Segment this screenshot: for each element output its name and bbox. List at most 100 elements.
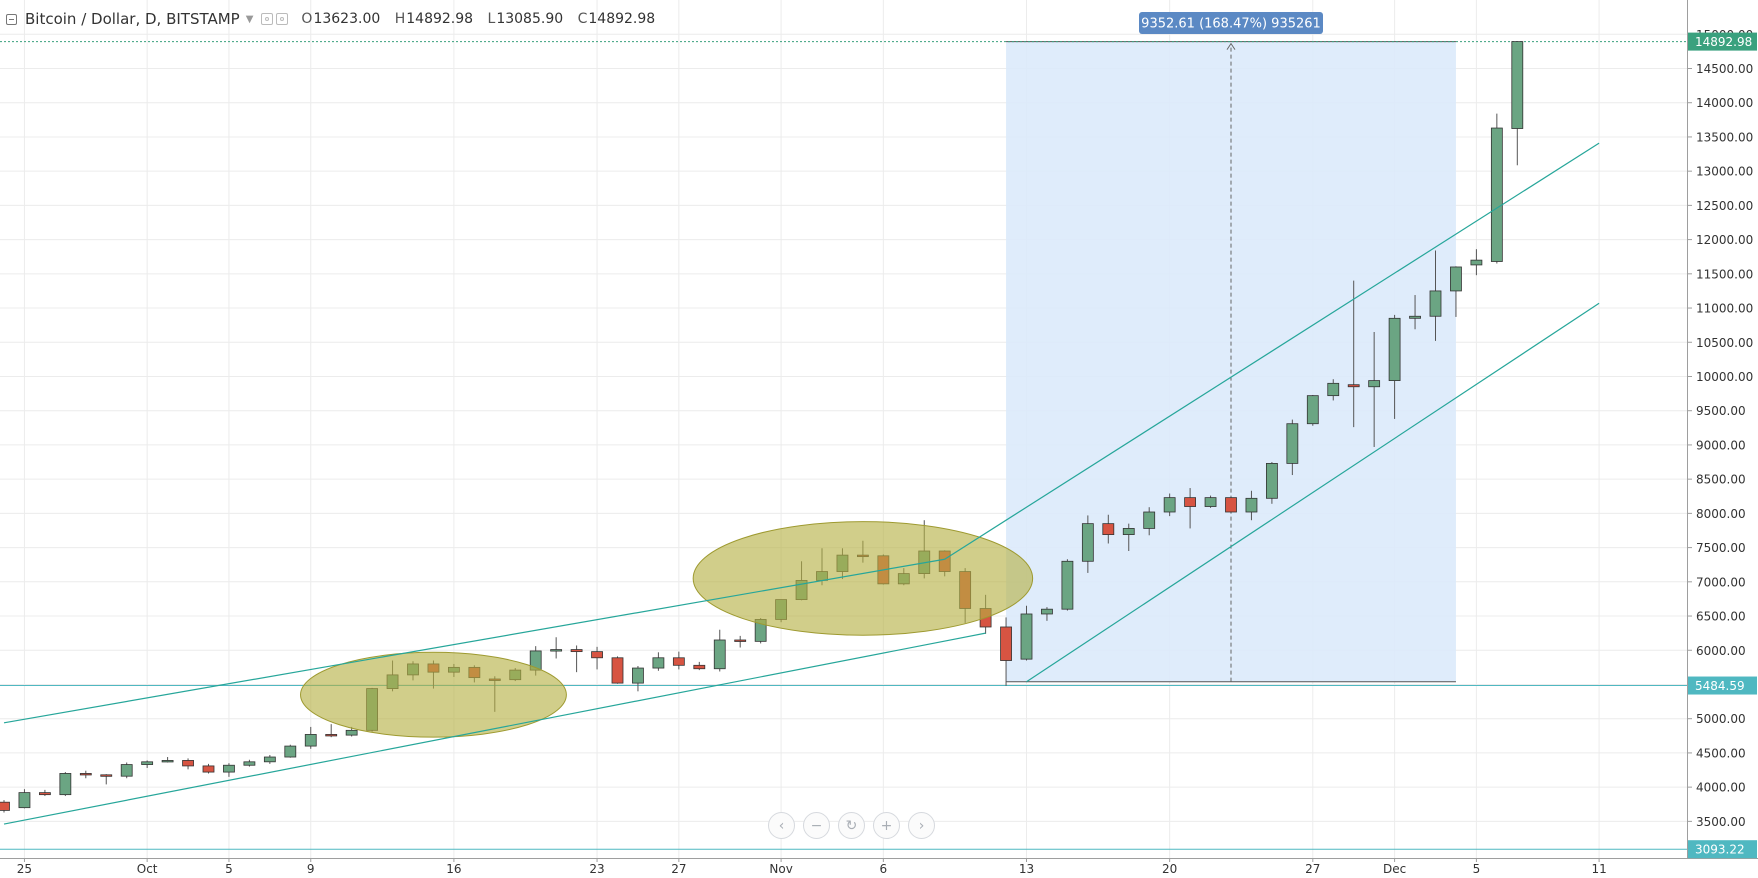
price-tick-label: 10000.00 <box>1696 370 1753 384</box>
price-tick-label: 14500.00 <box>1696 62 1753 76</box>
candle-body <box>632 667 644 684</box>
symbol-title[interactable]: Bitcoin / Dollar, D, BITSTAMP <box>25 10 240 28</box>
candle-up <box>550 637 563 659</box>
candle-down <box>79 770 92 779</box>
measure-box <box>1006 41 1456 682</box>
scroll-right-button[interactable]: › <box>908 812 935 839</box>
reset-button[interactable]: ↻ <box>838 812 865 839</box>
candle-up <box>284 744 297 758</box>
candle-body <box>693 664 706 670</box>
time-tick-label: Oct <box>137 862 158 876</box>
candle-down <box>1347 280 1360 428</box>
candle-body <box>120 764 133 777</box>
candle-up <box>1163 493 1176 517</box>
price-label-bg <box>1688 32 1757 51</box>
highlight-ellipse <box>692 521 1034 636</box>
candle-down <box>39 789 51 797</box>
close-label: C <box>577 11 588 27</box>
candle-body <box>1061 560 1074 610</box>
ohlc-readout: O13623.00 H14892.98 L13085.90 C14892.98 <box>301 11 665 27</box>
time-tick-label: 5 <box>1473 862 1481 876</box>
candle-body <box>1327 382 1340 397</box>
candle-up <box>1020 605 1033 661</box>
candle-up <box>1143 507 1156 536</box>
candle-body <box>18 792 31 809</box>
price-tick-label: 10500.00 <box>1696 336 1753 350</box>
price-tick-label: 13000.00 <box>1696 165 1753 179</box>
price-tick-label: 7500.00 <box>1696 541 1746 555</box>
candle-up <box>243 759 256 767</box>
candle-down <box>693 661 706 671</box>
candle-body <box>182 760 194 767</box>
settings-icon[interactable] <box>276 13 289 25</box>
time-axis-bg <box>0 858 1758 878</box>
open-label: O <box>301 11 313 27</box>
candle-body <box>263 756 276 763</box>
candle-down <box>325 724 338 738</box>
candle-down <box>202 763 215 774</box>
candle-up <box>1122 523 1135 552</box>
candle-body <box>1347 384 1360 388</box>
chevron-down-icon[interactable]: ▼ <box>245 13 254 25</box>
candle-body <box>1041 608 1053 615</box>
candle-up <box>1429 250 1442 341</box>
price-tick-label: 12500.00 <box>1696 199 1753 213</box>
candle-up <box>1245 490 1258 521</box>
price-tick-label: 14000.00 <box>1696 96 1753 110</box>
candle-body <box>79 773 92 776</box>
visibility-icon[interactable] <box>261 13 274 25</box>
price-tick-label: 4000.00 <box>1696 781 1746 795</box>
high-label: H <box>394 11 406 27</box>
candle-body <box>1429 290 1442 317</box>
candle-up <box>223 763 235 777</box>
time-tick-label: 9 <box>307 862 315 876</box>
candle-body <box>1450 266 1462 292</box>
candle-down <box>672 651 685 670</box>
low-value: 13085.90 <box>496 11 564 27</box>
candle-body <box>1245 497 1258 513</box>
candle-body <box>202 765 215 773</box>
candle-down <box>100 774 113 785</box>
candle-body <box>611 657 624 684</box>
time-tick-label: 25 <box>17 862 32 876</box>
candle-up <box>18 789 31 809</box>
candle-up <box>1266 462 1278 504</box>
candle-up <box>1306 394 1319 426</box>
candle-body <box>1000 626 1012 661</box>
candle-body <box>1122 528 1135 535</box>
candle-body <box>1490 127 1503 262</box>
candle-up <box>1286 419 1299 476</box>
price-tick-label: 11000.00 <box>1696 302 1753 316</box>
candle-body <box>59 773 72 796</box>
candle-body <box>1102 523 1115 535</box>
candle-body <box>223 764 235 773</box>
zoom-out-button[interactable]: − <box>803 812 830 839</box>
zoom-in-button[interactable]: + <box>873 812 900 839</box>
candle-body <box>591 651 603 659</box>
time-tick-label: 5 <box>225 862 233 876</box>
candle-body <box>1184 497 1196 507</box>
time-tick-label: 6 <box>880 862 888 876</box>
candle-down <box>1000 617 1012 686</box>
candle-body <box>1081 523 1094 562</box>
candle-body <box>325 734 338 737</box>
time-tick-label: Nov <box>769 862 792 876</box>
candle-body <box>1409 315 1421 319</box>
collapse-icon[interactable] <box>6 13 17 25</box>
price-labels: 14892.98 5484.59 3093.22 <box>1688 32 1757 859</box>
price-tick-label: 7000.00 <box>1696 575 1746 589</box>
candle-up <box>1490 113 1503 264</box>
measure-range <box>0 41 1687 850</box>
measure-arrow-icon <box>1226 42 1236 50</box>
candle-body <box>570 649 583 653</box>
candle-up <box>120 762 133 779</box>
candle-body <box>0 801 10 811</box>
price-label: 3093.22 <box>1695 843 1745 857</box>
close-value: 14892.98 <box>588 11 656 27</box>
candle-up <box>632 665 644 692</box>
candle-down <box>734 635 747 648</box>
candle-up <box>1511 41 1524 166</box>
scroll-left-button[interactable]: ‹ <box>768 812 795 839</box>
candle-body <box>1163 497 1176 513</box>
